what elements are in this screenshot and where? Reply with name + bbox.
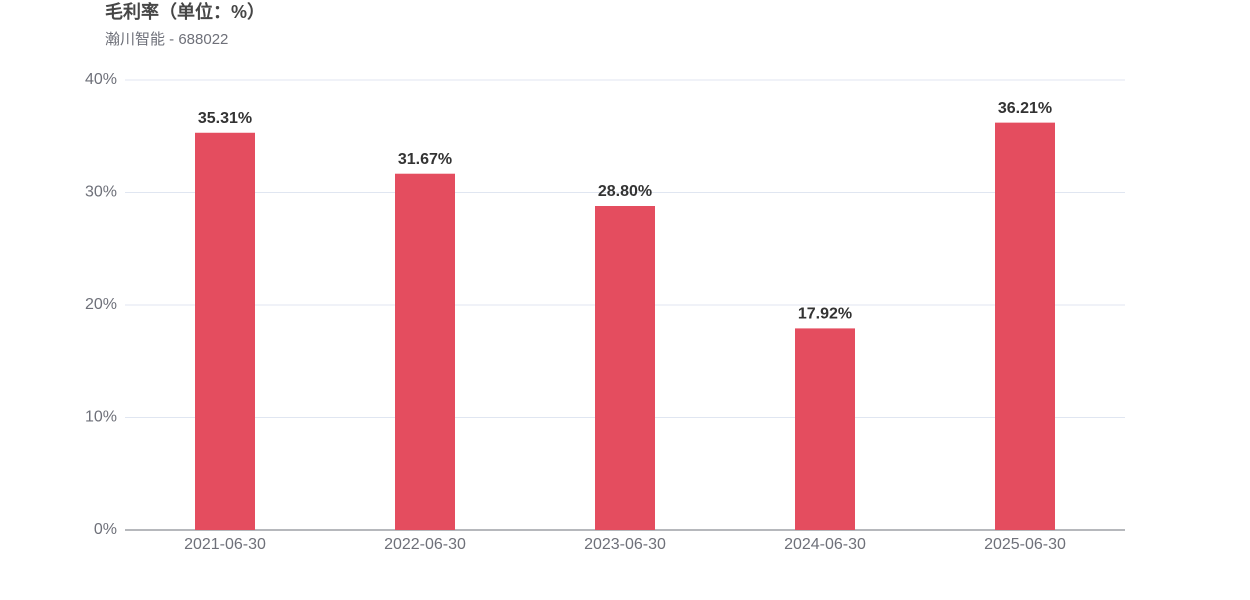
data-label: 36.21% bbox=[998, 100, 1052, 117]
y-tick-label: 30% bbox=[85, 184, 117, 201]
data-label: 28.80% bbox=[598, 183, 652, 200]
bar bbox=[995, 122, 1055, 530]
bar bbox=[395, 173, 455, 530]
data-label: 35.31% bbox=[198, 110, 252, 127]
chart-subtitle: 瀚川智能 - 688022 bbox=[105, 30, 228, 48]
x-tick-label: 2025-06-30 bbox=[984, 536, 1066, 553]
x-tick-label: 2022-06-30 bbox=[384, 536, 466, 553]
data-label: 31.67% bbox=[398, 151, 452, 168]
y-tick-label: 40% bbox=[85, 71, 117, 88]
x-tick-label: 2023-06-30 bbox=[584, 536, 666, 553]
y-tick-label: 0% bbox=[94, 521, 117, 538]
y-tick-label: 20% bbox=[85, 296, 117, 313]
bar bbox=[795, 328, 855, 530]
data-label: 17.92% bbox=[798, 306, 852, 323]
chart-title: 毛利率（单位：%） bbox=[105, 1, 265, 22]
y-tick-label: 10% bbox=[85, 409, 117, 426]
bar bbox=[595, 206, 655, 530]
x-tick-label: 2024-06-30 bbox=[784, 536, 866, 553]
x-tick-label: 2021-06-30 bbox=[184, 536, 266, 553]
bar bbox=[195, 132, 255, 530]
